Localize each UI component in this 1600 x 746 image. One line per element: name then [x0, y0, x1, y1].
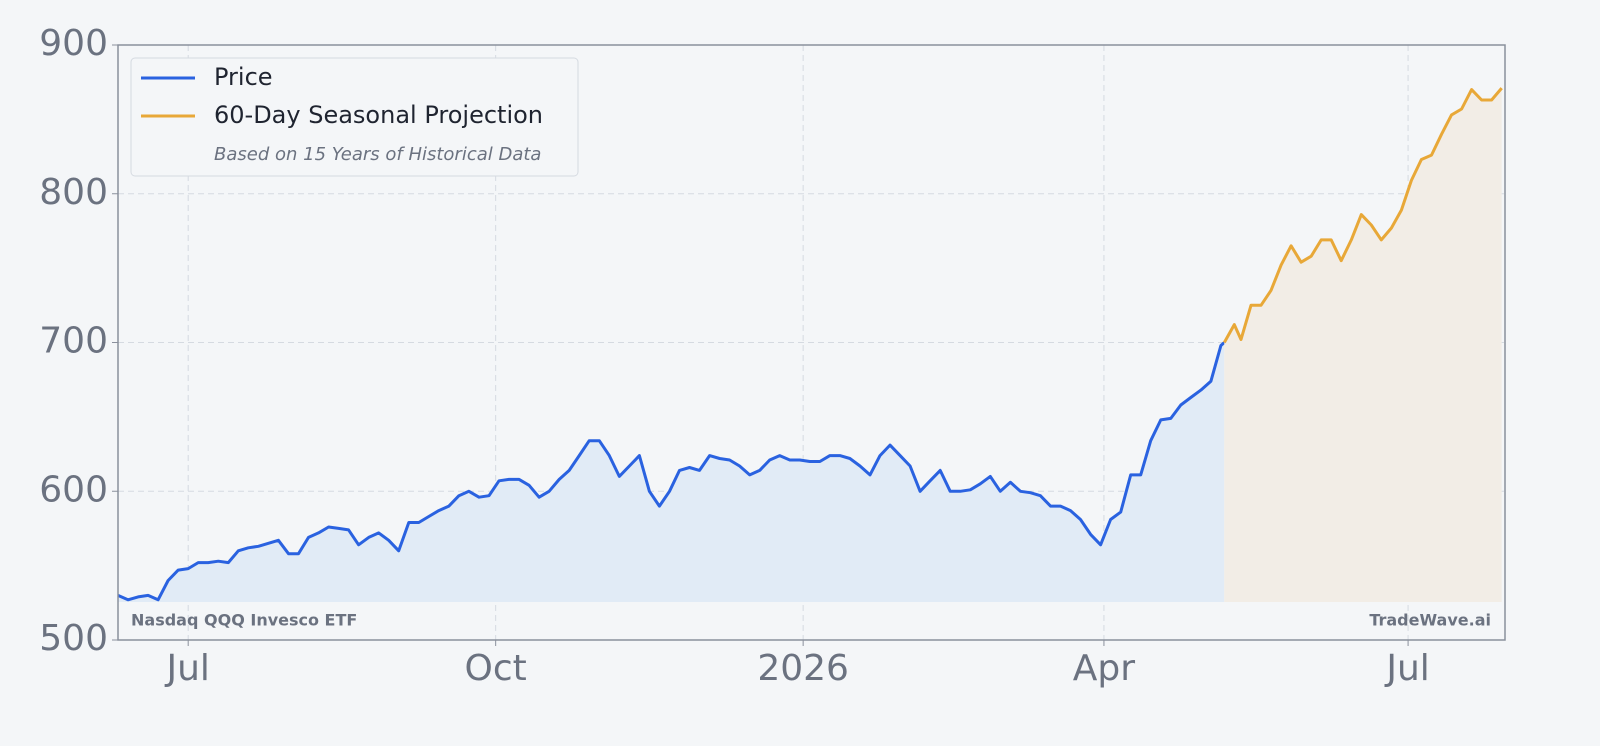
y-tick-label: 800 — [39, 172, 108, 213]
x-tick-label: Jul — [1384, 648, 1429, 689]
y-tick-label: 700 — [39, 321, 108, 362]
line — [117, 341, 1226, 602]
watermark-right: TradeWave.ai — [1369, 611, 1491, 630]
legend-label: Price — [214, 63, 273, 91]
legend-box — [130, 57, 579, 177]
watermark-left: Nasdaq QQQ Invesco ETF — [131, 611, 357, 630]
x-tick-label: Oct — [465, 648, 527, 689]
y-tick-label: 600 — [39, 469, 108, 510]
legend-label: 60-Day Seasonal Projection — [214, 101, 543, 129]
legend-note: Based on 15 Years of Historical Data — [214, 144, 541, 165]
x-tick-label: Apr — [1073, 648, 1135, 689]
x-tick-label: Jul — [164, 648, 209, 689]
y-tick-label: 900 — [39, 23, 108, 64]
y-tick-label: 500 — [39, 618, 108, 659]
line — [1222, 87, 1503, 344]
plot-frame — [117, 44, 1506, 641]
x-tick-label: 2026 — [757, 648, 849, 689]
area-fill — [1224, 88, 1502, 603]
area-fill — [118, 342, 1225, 602]
